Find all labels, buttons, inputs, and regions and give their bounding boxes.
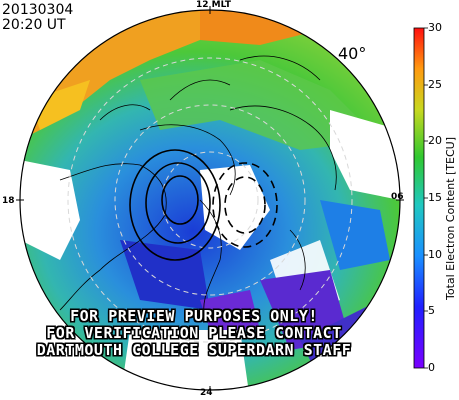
colorbar (413, 27, 425, 369)
watermark-line-1: FOR PREVIEW PURPOSES ONLY! (70, 307, 318, 325)
mlt-label-18: 18 (2, 196, 15, 206)
colorbar-tick-25: 25 (428, 78, 442, 91)
latitude-grid (67, 57, 353, 343)
colorbar-title: Total Electron Content [TECU] (444, 136, 457, 300)
mlt-label-06: 06 (391, 192, 404, 202)
mlt-ticks (16, 6, 404, 394)
no-data-left (20, 160, 80, 260)
mlt-label-12: 12 MLT (196, 0, 231, 10)
convection-contours (129, 149, 278, 261)
no-data-right (330, 110, 400, 200)
colorbar-tick-10: 10 (428, 248, 442, 261)
colorbar-tick-20: 20 (428, 134, 442, 147)
date-label: 20130304 (2, 2, 74, 18)
watermark-line-2: FOR VERIFICATION PLEASE CONTACT (46, 324, 342, 342)
mlt-label-24: 24 (200, 388, 213, 398)
latitude-label: 40° (338, 44, 367, 63)
watermark-line-3: DARTMOUTH COLLEGE SUPERDARN STAFF (36, 341, 352, 359)
time-label: 20:20 UT (2, 17, 66, 33)
colorbar-tick-5: 5 (428, 304, 435, 317)
colorbar-tick-30: 30 (428, 21, 442, 34)
colorbar-tick-15: 15 (428, 191, 442, 204)
colorbar-ticks (424, 27, 428, 369)
colorbar-tick-0: 0 (428, 361, 435, 374)
